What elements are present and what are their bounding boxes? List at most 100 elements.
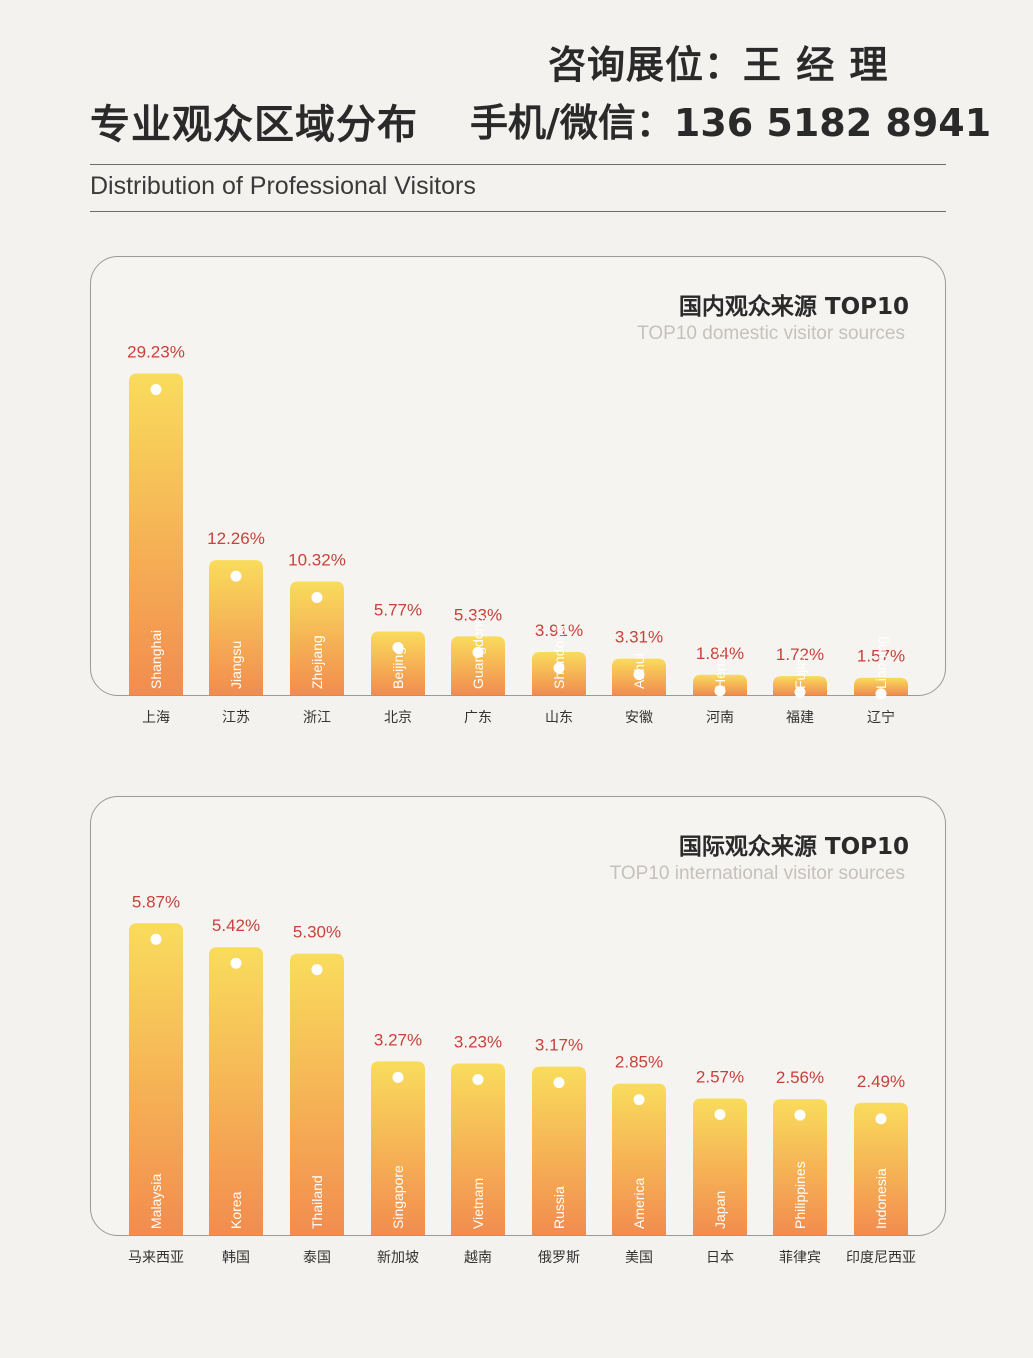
domestic-bar-group: 5.33%Guangdong 广东 (451, 605, 505, 726)
international-bar-en-label: Korea (228, 1191, 244, 1229)
domestic-bar (290, 581, 344, 695)
bottom-divider (90, 211, 946, 212)
international-category-label: 美国 (625, 1250, 653, 1266)
domestic-bar (693, 674, 747, 695)
domestic-category-label: 河南 (706, 710, 734, 726)
domestic-category-label: 辽宁 (867, 709, 895, 726)
domestic-bar-group: 1.57%Liaoning 辽宁 (854, 636, 908, 726)
domestic-bar-en-label: Fujian (792, 651, 808, 689)
domestic-bar (209, 560, 263, 695)
international-value-label: 3.17% (535, 1036, 583, 1055)
domestic-bar-dot (392, 642, 404, 654)
international-value-label: 2.57% (696, 1068, 744, 1087)
international-bar-en-label: Thailand (309, 1175, 325, 1229)
international-bar-group: 3.17% Russia 俄罗斯 (532, 1036, 586, 1266)
international-value-label: 3.27% (374, 1030, 422, 1049)
domestic-category-label: 安徽 (625, 710, 653, 726)
international-value-label: 3.23% (454, 1032, 502, 1051)
domestic-value-label: 10.32% (288, 550, 346, 569)
domestic-bar-dot (230, 570, 242, 582)
domestic-bar (451, 636, 505, 695)
domestic-bar-dot (875, 688, 887, 700)
domestic-chart-subtitle: TOP10 domestic visitor sources (637, 323, 905, 344)
domestic-category-label: 广东 (464, 710, 492, 726)
international-bar-en-label: Malaysia (148, 1174, 164, 1229)
international-bar-dot (794, 1109, 806, 1121)
international-value-label: 5.87% (132, 892, 180, 911)
international-bar-dot (230, 957, 242, 969)
international-bar-en-label: Russia (551, 1186, 567, 1229)
domestic-bar-en-label: Liaoning (873, 636, 889, 689)
domestic-value-label: 29.23% (127, 342, 185, 361)
domestic-bar-en-label: Shandong (551, 625, 567, 689)
domestic-value-label: 12.26% (207, 529, 265, 548)
domestic-value-label: 1.84% (696, 644, 744, 663)
international-bar-dot (714, 1109, 726, 1121)
international-bar-group: 5.87% Malaysia 马来西亚 (128, 892, 184, 1266)
international-bar-group: 2.56% Philippines 菲律宾 (773, 1068, 827, 1266)
domestic-value-label: 1.57% (857, 647, 905, 666)
domestic-category-label: 浙江 (303, 710, 331, 726)
domestic-bar (532, 651, 586, 695)
international-value-label: 2.85% (615, 1053, 663, 1072)
page-title: 专业观众区域分布 (90, 102, 418, 148)
international-bar-group: 3.27% Singapore 新加坡 (371, 1030, 425, 1266)
domestic-bar-group: 10.32% Zhejiang 浙江 (288, 550, 346, 726)
international-bar-dot (311, 964, 323, 976)
domestic-bar-dot (472, 646, 484, 658)
domestic-bar-dot (794, 686, 806, 698)
domestic-bar (854, 677, 908, 695)
international-bar-en-label: Vietnam (470, 1178, 486, 1229)
domestic-bar-group: 3.31% Anhui 安徽 (612, 628, 666, 726)
domestic-category-label: 山东 (545, 710, 573, 726)
international-bar-group: 2.85% America 美国 (612, 1053, 666, 1266)
international-bar-en-label: Japan (712, 1191, 728, 1229)
international-bar-dot (392, 1071, 404, 1083)
international-value-label: 5.30% (293, 923, 341, 942)
international-category-label: 印度尼西亚 (846, 1250, 916, 1266)
domestic-value-label: 5.33% (454, 605, 502, 624)
international-bar-en-label: Philippines (792, 1161, 808, 1229)
international-chart-title: 国际观众来源 TOP10 (678, 834, 909, 860)
international-category-label: 泰国 (303, 1250, 331, 1266)
international-bar-dot (633, 1094, 645, 1106)
domestic-value-label: 1.72% (776, 645, 824, 664)
domestic-bar (371, 631, 425, 695)
international-bar-dot (150, 933, 162, 945)
international-bar-dot (472, 1073, 484, 1085)
international-value-label: 5.42% (212, 916, 260, 935)
domestic-bar (773, 676, 827, 695)
international-category-label: 菲律宾 (779, 1250, 821, 1266)
domestic-value-label: 3.31% (615, 628, 663, 647)
international-bar (451, 1063, 505, 1235)
domestic-bar-group: 1.84%Henan 河南 (693, 644, 747, 726)
international-category-label: 新加坡 (377, 1250, 419, 1266)
international-bar (854, 1102, 908, 1235)
international-bar (290, 953, 344, 1235)
international-category-label: 俄罗斯 (538, 1250, 580, 1266)
international-bar-en-label: America (631, 1177, 647, 1229)
domestic-bar-en-label: Anhui (631, 653, 647, 689)
domestic-bar (129, 373, 183, 695)
international-bar-group: 2.57% Japan 日本 (693, 1068, 747, 1266)
domestic-bar-group: 12.26% Jiangsu 江苏 (207, 529, 265, 726)
domestic-bar-group: 3.91%Shandong 山东 (532, 621, 586, 726)
page-subtitle: Distribution of Professional Visitors (90, 172, 476, 200)
domestic-bar-group: 29.23% Shanghai 上海 (127, 342, 185, 726)
domestic-bar-dot (150, 383, 162, 395)
contact-line-2: 手机/微信：136 5182 8941 (470, 101, 992, 145)
domestic-bar-dot (553, 662, 565, 674)
international-bar (612, 1083, 666, 1235)
domestic-bar-en-label: Henan (712, 648, 728, 689)
international-bar (773, 1099, 827, 1235)
international-bar (532, 1066, 586, 1235)
international-bar (209, 947, 263, 1235)
domestic-category-label: 北京 (384, 710, 412, 726)
domestic-category-label: 上海 (142, 710, 170, 726)
international-chart-subtitle: TOP10 international visitor sources (609, 863, 905, 884)
domestic-bar-dot (714, 685, 726, 697)
domestic-bar-en-label: Beijing (390, 647, 406, 689)
international-bar (693, 1098, 747, 1235)
top-divider (90, 164, 946, 165)
domestic-value-label: 5.77% (374, 601, 422, 620)
